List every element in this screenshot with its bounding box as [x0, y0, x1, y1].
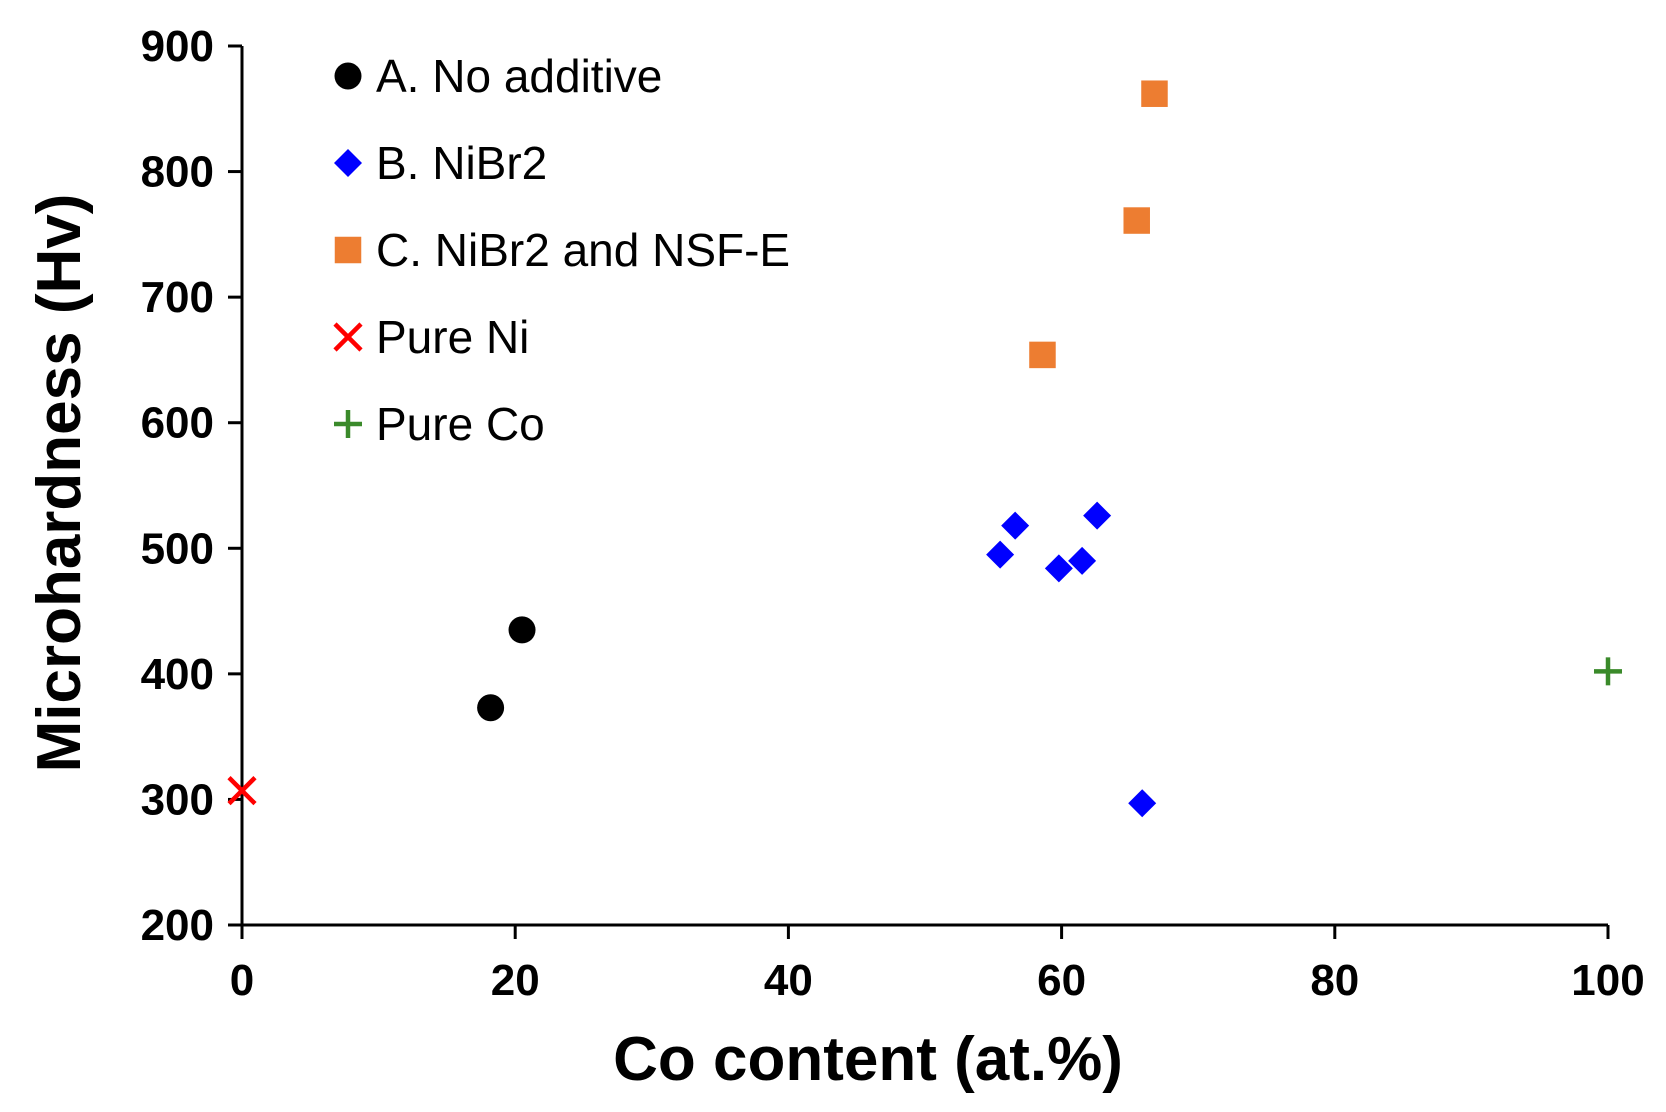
y-tick-label: 500: [141, 524, 214, 573]
legend-marker-a-no-additive: [334, 62, 362, 90]
y-tick-label: 200: [141, 901, 214, 950]
x-tick-label: 100: [1571, 956, 1644, 1005]
x-tick-label: 60: [1037, 956, 1086, 1005]
x-stroke: [333, 322, 363, 352]
legend-item-pure-ni: Pure Ni: [333, 311, 529, 363]
y-tick-label: 800: [141, 148, 214, 197]
legend-marker-b-nibr2: [334, 149, 362, 177]
x-tick-label: 20: [491, 956, 540, 1005]
legend-item-a-no-additive: A. No additive: [334, 50, 662, 102]
point-b-nibr2: [1001, 511, 1030, 540]
x-tick-label: 0: [230, 956, 254, 1005]
point-c-nibr2-and-nsf-e: [1027, 340, 1058, 370]
legend-marker-c-nibr2-and-nsf-e: [333, 235, 363, 265]
legend-marker-pure-co: [334, 410, 362, 438]
y-tick-label: 300: [141, 775, 214, 824]
tick-labels: 200 300 400 500 600 700 800 900 0 20 40 60 80 100: [141, 22, 1645, 1005]
y-tick-label: 400: [141, 650, 214, 699]
x-axis-title: Co content (at.%): [613, 1025, 1123, 1094]
point-b-nibr2: [1128, 789, 1157, 818]
x-tick-label: 40: [764, 956, 813, 1005]
y-tick-label: 900: [141, 22, 214, 71]
legend-label-pure-co: Pure Co: [376, 398, 545, 450]
x-tick-label: 80: [1310, 956, 1359, 1005]
legend-item-b-nibr2: B. NiBr2: [334, 137, 547, 189]
y-tick-label: 700: [141, 273, 214, 322]
legend-marker-pure-ni: [333, 322, 363, 352]
point-b-nibr2: [1068, 546, 1097, 575]
legend-item-c-nibr2-and-nsf-e: C. NiBr2 and NSF-E: [333, 224, 790, 276]
point-b-nibr2: [1044, 554, 1073, 583]
point-pure-co: [1594, 657, 1622, 686]
x-stroke: [227, 776, 257, 806]
legend-label-a-no-additive: A. No additive: [376, 50, 662, 102]
legend-label-b-nibr2: B. NiBr2: [376, 137, 547, 189]
point-c-nibr2-and-nsf-e: [1121, 205, 1152, 236]
legend-item-pure-co: Pure Co: [334, 398, 545, 450]
point-a-no-additive: [477, 694, 505, 722]
point-pure-ni: [227, 776, 257, 806]
point-a-no-additive: [508, 616, 536, 644]
point-c-nibr2-and-nsf-e: [1139, 78, 1170, 109]
legend: A. No additive B. NiBr2 C. NiBr2 and NSF-E…: [333, 50, 790, 450]
legend-label-pure-ni: Pure Ni: [376, 311, 529, 363]
point-b-nibr2: [1083, 501, 1112, 530]
legend-label-c-nibr2-and-nsf-e: C. NiBr2 and NSF-E: [376, 224, 790, 276]
point-b-nibr2: [986, 540, 1015, 569]
y-axis-title: Microhardness (Hv): [25, 194, 94, 773]
data-points: [227, 78, 1622, 818]
y-tick-label: 600: [141, 399, 214, 448]
